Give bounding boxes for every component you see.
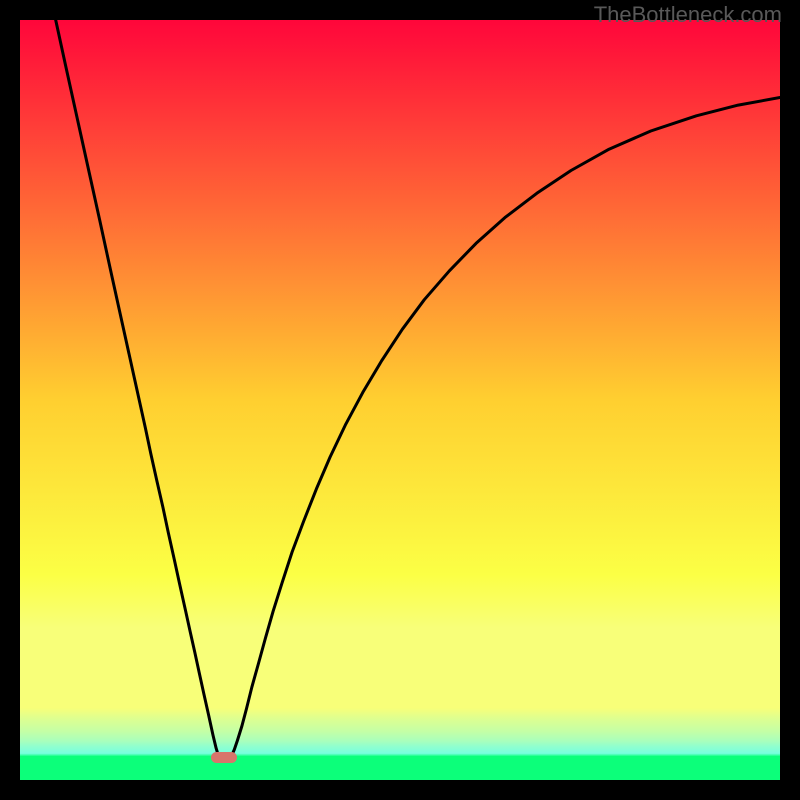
- frame-left: [0, 0, 20, 800]
- frame-right: [780, 0, 800, 800]
- plot-area: [20, 20, 780, 780]
- curve-layer: [20, 20, 780, 780]
- chart-container: TheBottleneck.com: [0, 0, 800, 800]
- bottleneck-curve: [56, 20, 780, 760]
- minimum-marker: [211, 752, 237, 763]
- watermark-text: TheBottleneck.com: [594, 2, 782, 28]
- frame-bottom: [0, 780, 800, 800]
